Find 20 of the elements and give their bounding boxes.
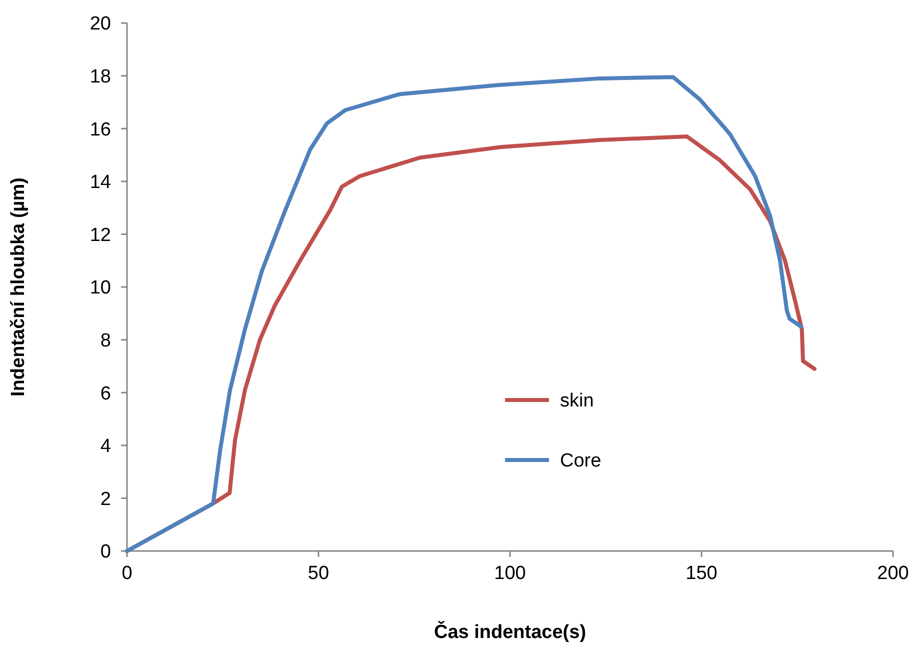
y-tick-label: 12 bbox=[90, 224, 111, 246]
y-tick-label: 20 bbox=[90, 14, 111, 35]
x-axis-title: Čas indentace(s) bbox=[434, 620, 586, 643]
y-axis-title: Indentační hloubka (µm) bbox=[8, 178, 29, 396]
y-tick-label: 18 bbox=[90, 66, 111, 88]
x-tick-label: 0 bbox=[122, 563, 132, 584]
legend-label: skin bbox=[560, 390, 594, 412]
y-tick-label: 0 bbox=[100, 542, 111, 563]
y-tick-label: 6 bbox=[100, 383, 111, 404]
y-tick-label: 2 bbox=[100, 488, 111, 510]
x-tick-label: 50 bbox=[308, 563, 330, 584]
y-tick-label: 8 bbox=[100, 330, 111, 352]
x-tick-label: 100 bbox=[494, 563, 526, 584]
x-tick-label: 150 bbox=[686, 563, 718, 584]
y-tick-label: 16 bbox=[90, 119, 111, 140]
y-tick-label: 14 bbox=[90, 172, 112, 194]
y-tick-label: 10 bbox=[90, 278, 111, 299]
x-tick-label: 200 bbox=[877, 563, 909, 584]
legend-label: Core bbox=[560, 450, 602, 472]
y-tick-label: 4 bbox=[100, 436, 112, 458]
